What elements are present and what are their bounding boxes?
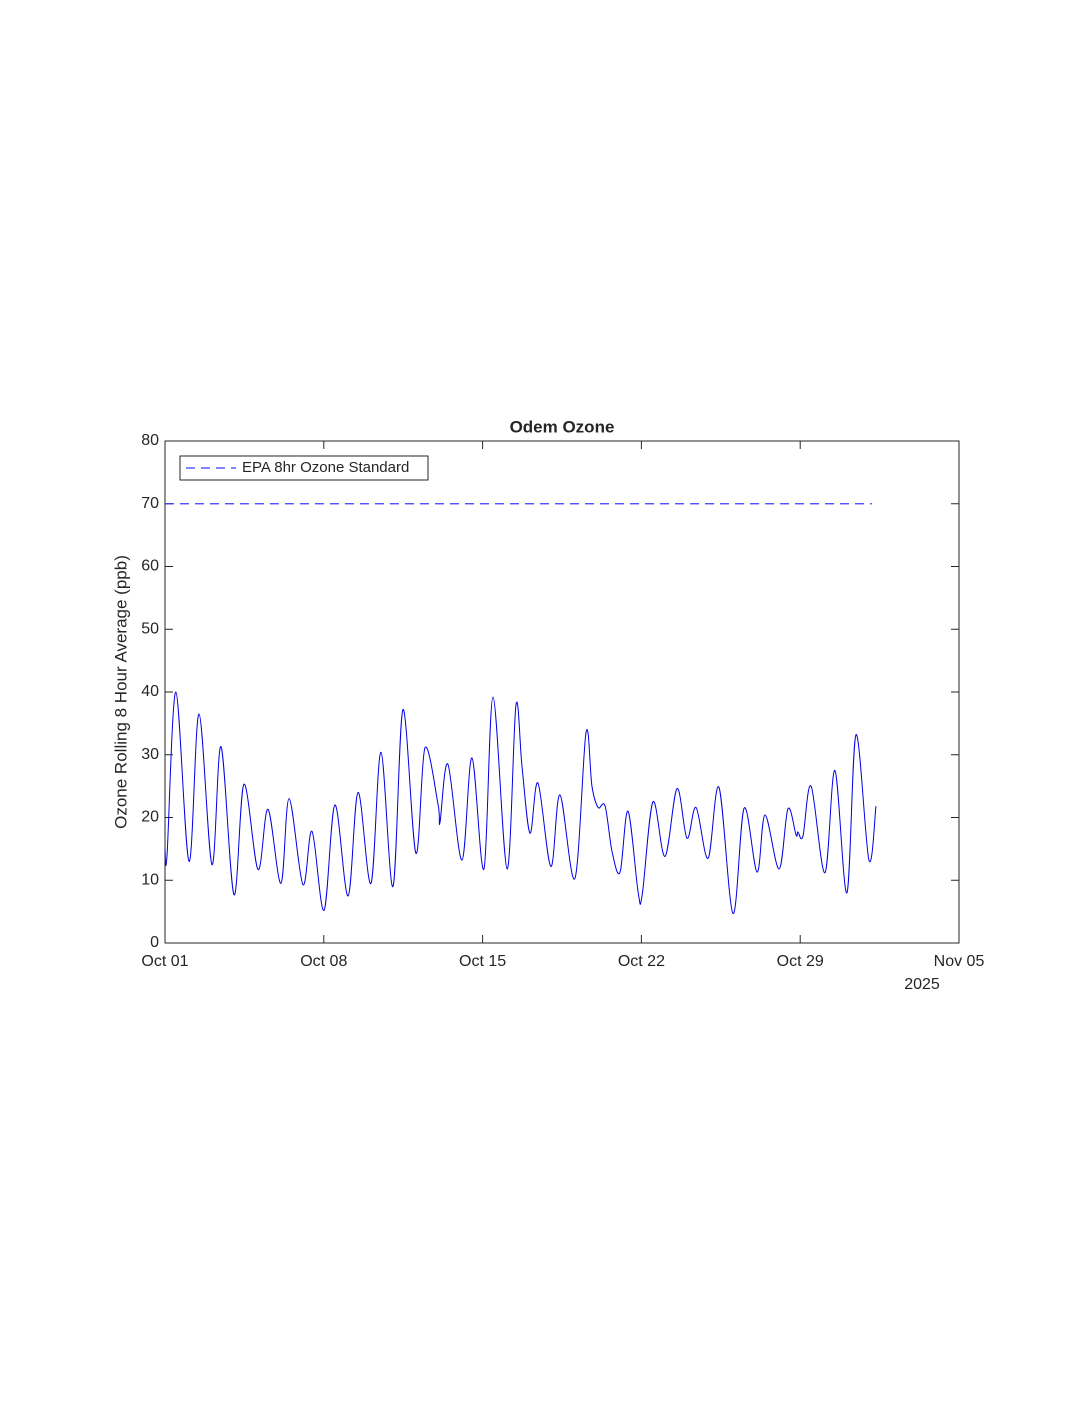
x-tick-label: Nov 05 <box>934 953 985 970</box>
data-line <box>164 691 877 915</box>
x-tick-label: Oct 01 <box>141 953 188 970</box>
x-tick-label: Oct 08 <box>300 953 347 970</box>
chart-title: Odem Ozone <box>510 417 615 436</box>
x-tick-label: Oct 22 <box>618 953 665 970</box>
y-axis-label: Ozone Rolling 8 Hour Average (ppb) <box>111 555 130 829</box>
x-tick-label: Oct 15 <box>459 953 506 970</box>
y-tick-label: 20 <box>141 809 159 826</box>
legend-label: EPA 8hr Ozone Standard <box>242 459 409 476</box>
y-tick-label: 30 <box>141 746 159 763</box>
x-secondary-label: 2025 <box>904 976 940 993</box>
y-tick-label: 80 <box>141 432 159 449</box>
y-tick-label: 60 <box>141 558 159 575</box>
plot-area <box>164 440 960 944</box>
y-tick-label: 0 <box>150 934 159 951</box>
y-tick-label: 70 <box>141 495 159 512</box>
x-tick-label: Oct 29 <box>777 953 824 970</box>
y-tick-label: 40 <box>141 683 159 700</box>
y-tick-label: 50 <box>141 620 159 637</box>
y-tick-label: 10 <box>141 871 159 888</box>
